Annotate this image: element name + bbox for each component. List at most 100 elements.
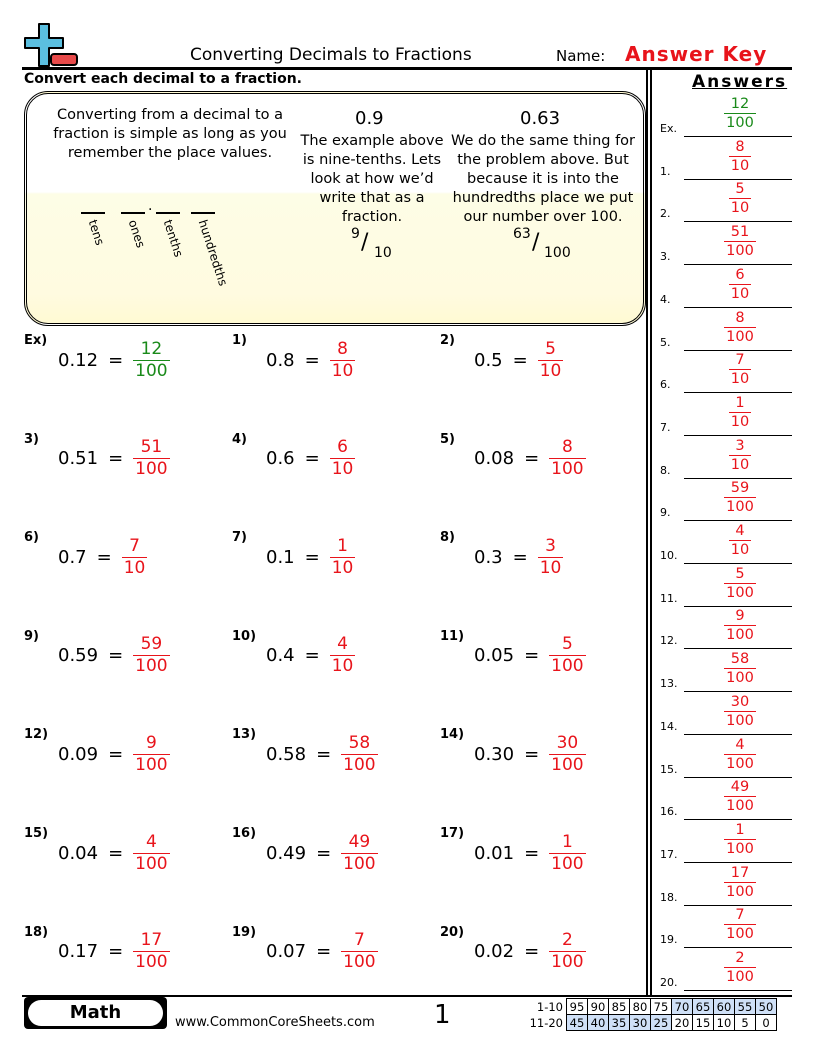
worksheet-title: Converting Decimals to Fractions: [190, 45, 472, 65]
score-cell: 5: [734, 1014, 756, 1031]
blank-hundredths: [191, 212, 215, 214]
problem-number: Ex): [24, 333, 48, 348]
problem-number: 9): [24, 628, 39, 644]
answer-fraction: 12 100: [722, 95, 758, 132]
denominator: 10: [728, 283, 752, 302]
problem-number: 15): [24, 826, 49, 841]
denominator: 100: [549, 951, 586, 973]
problem-item: 18) 0.17 = 17 100: [24, 924, 170, 977]
answer-fraction: 2 100: [549, 930, 586, 973]
denominator: 10: [329, 556, 356, 578]
problem-decimal: 0.05: [474, 645, 515, 667]
denominator: 10: [537, 359, 564, 381]
score-cell: 65: [692, 998, 714, 1015]
answer-line: [684, 392, 792, 394]
denominator: 100: [724, 881, 756, 900]
problem-number: 17): [440, 826, 465, 841]
answer-fraction: 4 100: [722, 736, 758, 773]
name-label: Name:: [556, 47, 606, 65]
example2-text: We do the same thing for the problem abo…: [450, 133, 636, 225]
problem-number: 20): [440, 924, 465, 940]
numerator: 12: [140, 338, 163, 359]
problem-decimal: 0.1: [266, 546, 295, 568]
denominator: 100: [724, 582, 756, 601]
equals-sign: =: [512, 349, 528, 371]
answer-key-item: 13. 58 100: [660, 650, 792, 693]
answer-label: 18.: [660, 890, 678, 904]
equals-sign: =: [304, 546, 320, 568]
answer-fraction: 51 100: [133, 437, 170, 480]
problem-number: 18): [24, 924, 49, 940]
answer-fraction: 5 100: [549, 634, 586, 677]
page-number: 1: [434, 1000, 451, 1030]
answer-fraction: 7 10: [121, 535, 148, 579]
answer-label: 15.: [660, 762, 678, 776]
answer-line: [684, 733, 792, 735]
numerator: 6: [337, 437, 348, 458]
score-cell: 60: [713, 998, 735, 1015]
answer-fraction: 6 10: [722, 266, 758, 303]
numerator: 58: [730, 651, 750, 668]
answer-key-item: 5. 8 100: [660, 309, 792, 351]
denominator: 100: [133, 458, 170, 480]
answer-line: [684, 434, 792, 436]
answer-key-item: 9. 59 100: [660, 479, 792, 522]
equals-sign: =: [524, 448, 540, 470]
answer-line: [684, 904, 792, 906]
problem-number: 6): [24, 530, 39, 546]
answer-fraction: 4 100: [133, 832, 170, 875]
score-cell: 30: [629, 1014, 651, 1031]
numerator: 1: [337, 535, 348, 556]
numerator: 8: [561, 437, 573, 458]
website-link[interactable]: www.CommonCoreSheets.com: [175, 1015, 375, 1030]
problem-decimal: 0.51: [58, 448, 99, 470]
answer-fraction: 12 100: [133, 338, 170, 382]
answer-line: [684, 861, 792, 863]
numerator: 8: [337, 338, 348, 359]
numerator: 7: [129, 535, 140, 556]
problem-decimal: 0.02: [474, 941, 515, 963]
answer-label: Ex.: [660, 122, 677, 135]
equals-sign: =: [304, 349, 320, 371]
header-divider: [22, 67, 792, 70]
denominator: 100: [133, 753, 170, 775]
example1-decimal: 0.9: [355, 108, 384, 129]
answer-fraction: 3 10: [722, 437, 758, 474]
equals-sign: =: [96, 546, 112, 568]
problem-decimal: 0.30: [474, 743, 515, 765]
score-cell: 15: [692, 1014, 714, 1031]
score-cell: 20: [671, 1014, 693, 1031]
denominator: 100: [724, 924, 756, 943]
numerator: 49: [730, 779, 750, 796]
answer-fraction: 5 10: [537, 338, 564, 382]
problem-item: 16) 0.49 = 49 100: [232, 826, 378, 878]
denominator: 100: [724, 710, 756, 729]
answer-fraction: 30 100: [549, 733, 586, 776]
numerator: 5: [545, 338, 556, 359]
answer-key-item: 14. 30 100: [660, 693, 792, 735]
equals-sign: =: [316, 842, 332, 864]
problem-number: 16): [232, 826, 257, 841]
problem-decimal: 0.3: [474, 546, 503, 568]
answer-fraction: 5 100: [722, 565, 758, 602]
answer-line: [684, 819, 792, 821]
equals-sign: =: [108, 941, 124, 963]
answer-fraction: 4 10: [722, 522, 758, 559]
answer-line: [684, 306, 792, 308]
numerator: 3: [735, 437, 745, 454]
example-box: Converting from a decimal to a fraction …: [24, 91, 646, 326]
answer-key-item: 19. 7 100: [660, 906, 792, 949]
equals-sign: =: [524, 743, 540, 765]
subject-badge: Math: [24, 997, 167, 1029]
answer-line: [684, 691, 792, 693]
answer-line: [684, 349, 792, 351]
denominator: 100: [133, 655, 170, 677]
denominator: 10: [329, 359, 356, 381]
answer-label: 14.: [660, 719, 678, 733]
answer-fraction: 1 10: [722, 394, 758, 431]
answer-key-item: Ex. 12 100: [660, 95, 792, 137]
blank-tenths: [156, 212, 180, 214]
problem-decimal: 0.6: [266, 448, 295, 470]
score-row: 1-10 95 90 85 80 75 70 65 60 55 50: [527, 998, 777, 1015]
score-cell: 80: [629, 998, 651, 1015]
